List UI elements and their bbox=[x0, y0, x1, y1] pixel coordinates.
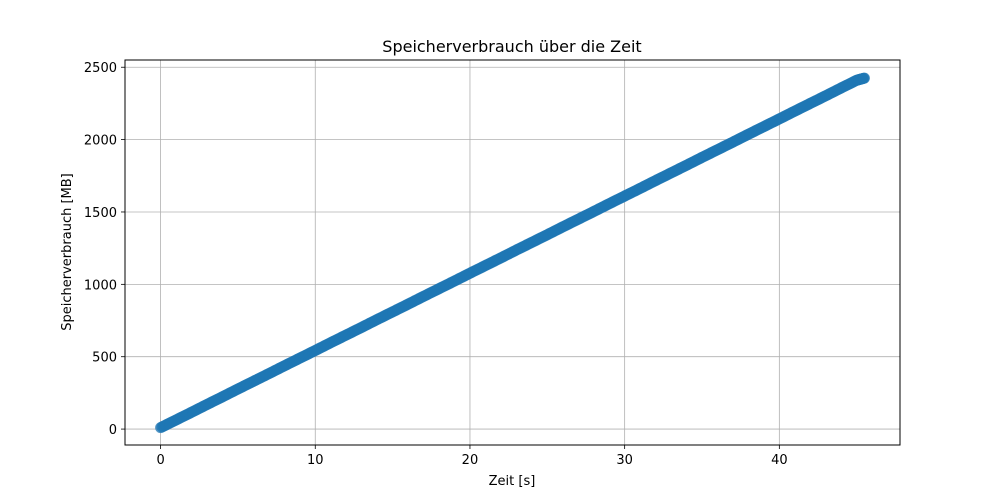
y-tick-label: 2000 bbox=[84, 134, 117, 149]
x-tick-label: 30 bbox=[616, 453, 633, 468]
y-tick-label: 1000 bbox=[84, 278, 117, 293]
y-axis-ticks: 0 500 1000 1500 2000 2500 bbox=[84, 61, 125, 438]
data-points bbox=[155, 72, 870, 434]
y-tick-label: 2500 bbox=[84, 61, 117, 76]
y-tick-label: 500 bbox=[92, 351, 117, 366]
x-tick-label: 40 bbox=[771, 453, 788, 468]
x-axis-ticks: 0 10 20 30 40 bbox=[156, 445, 788, 468]
data-point bbox=[858, 72, 870, 84]
chart-title: Speicherverbrauch über die Zeit bbox=[382, 37, 641, 56]
grid bbox=[125, 60, 900, 445]
y-tick-label: 1500 bbox=[84, 206, 117, 221]
x-axis-label: Zeit [s] bbox=[489, 474, 536, 489]
x-tick-label: 10 bbox=[307, 453, 324, 468]
x-tick-label: 20 bbox=[462, 453, 479, 468]
plot-frame bbox=[124, 59, 901, 446]
x-tick-label: 0 bbox=[156, 453, 164, 468]
y-axis-label: Speicherverbrauch [MB] bbox=[60, 173, 75, 330]
y-tick-label: 0 bbox=[109, 423, 117, 438]
